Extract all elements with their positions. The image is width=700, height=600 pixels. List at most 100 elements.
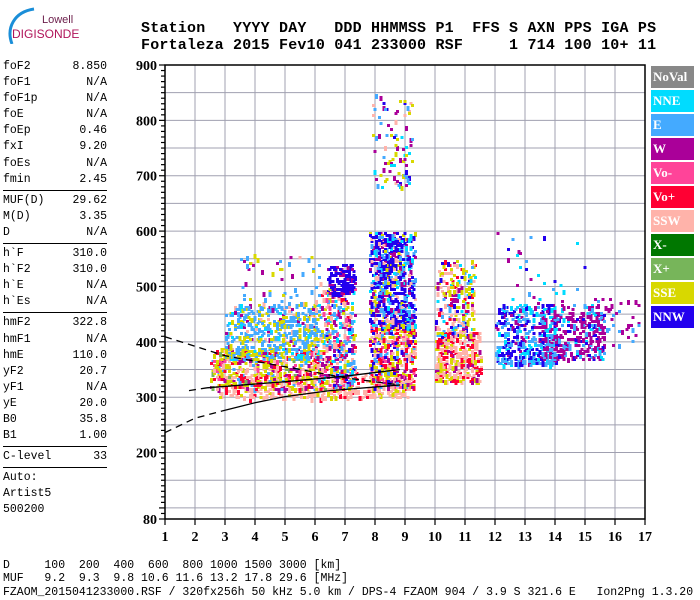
echo-point [267,314,270,317]
echo-point [411,260,414,263]
echo-point [588,358,591,361]
echo-point [253,254,257,259]
echo-point [292,348,296,351]
echo-point [522,342,525,345]
echo-point [348,390,351,395]
echo-point [369,290,372,293]
echo-point [474,348,477,351]
echo-point [402,382,405,385]
echo-point [285,362,288,365]
echo-point [250,378,254,381]
echo-point [457,318,461,321]
echo-point [474,340,477,345]
echo-point [454,328,458,331]
echo-point [349,396,353,399]
echo-point [295,376,299,381]
echo-point [309,368,312,371]
echo-point [348,328,351,331]
echo-point [387,282,390,285]
echo-point [315,388,318,391]
echo-point [505,310,509,313]
echo-point [598,338,602,341]
echo-point [574,344,578,347]
echo-point [394,276,398,279]
echo-point [319,334,323,337]
echo-point [384,366,387,369]
echo-point [220,378,224,381]
echo-point [282,356,285,359]
echo-point [408,256,411,259]
echo-point [403,242,407,245]
echo-point [595,306,599,309]
echo-point [268,356,272,359]
echo-point [384,276,387,279]
echo-point [399,262,402,265]
echo-point [414,256,417,259]
echo-point [591,320,594,323]
echo-point [384,350,387,353]
echo-point [321,370,324,373]
echo-point [519,330,522,333]
echo-point [255,376,258,381]
echo-point [288,358,291,361]
echo-point [262,302,266,307]
echo-point [456,276,459,279]
echo-point [514,356,518,361]
echo-point [232,368,236,371]
echo-point [397,308,401,313]
echo-point [468,296,471,299]
echo-point [451,366,455,371]
echo-point [301,312,305,315]
echo-point [337,292,341,297]
echo-point [409,340,413,345]
echo-point [343,334,347,339]
echo-point [289,340,293,343]
echo-point [372,280,375,283]
echo-point [319,388,323,391]
echo-point [583,320,587,325]
profile-dashed-start [164,410,223,434]
echo-point [403,392,407,395]
echo-point [406,322,410,325]
echo-point [249,338,252,341]
param-name: foF2 [3,60,31,73]
echo-point [402,342,405,345]
echo-point [325,306,329,309]
echo-point [373,262,377,265]
echo-point [448,332,452,335]
echo-point [391,238,395,241]
echo-point [537,326,540,329]
echo-point [411,324,414,329]
echo-point [291,376,294,381]
echo-point [256,368,260,373]
echo-point [373,376,377,379]
echo-point [603,314,606,317]
echo-point [334,272,338,275]
echo-point [322,298,326,303]
echo-point [393,292,396,295]
echo-point [504,336,507,339]
echo-point [394,264,398,269]
echo-point [364,374,368,377]
echo-point [373,290,377,293]
echo-point [231,336,234,339]
legend: NoVal NNE E W Vo- Vo+ SSW X- X+ SSE NNW [651,66,694,330]
echo-point [531,328,534,331]
echo-point [382,284,386,287]
echo-point [225,376,228,379]
echo-point [238,366,242,369]
echo-point [388,236,392,241]
echo-point [507,258,510,263]
echo-point [301,340,305,345]
echo-point [388,362,392,365]
echo-point [351,306,354,311]
echo-point [378,392,381,395]
echo-point [597,356,600,359]
echo-point [541,338,545,341]
echo-point [328,336,332,339]
param-name: h`Es [3,295,31,309]
echo-point [240,332,243,335]
echo-point [258,352,261,355]
echo-point [406,294,410,297]
echo-point [532,356,536,359]
